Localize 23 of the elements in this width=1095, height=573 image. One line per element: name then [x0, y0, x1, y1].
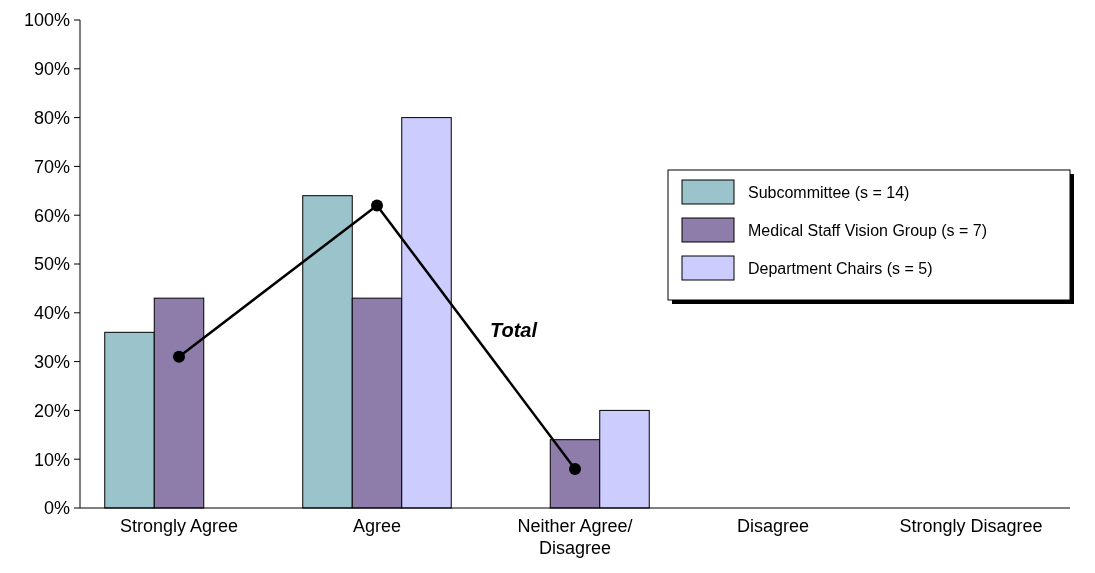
y-tick-label: 100% [23, 10, 70, 31]
y-tick-label: 40% [33, 303, 70, 324]
series-label: Total [490, 319, 538, 342]
y-tick-label: 50% [33, 254, 70, 275]
legend-label: Medical Staff Vision Group (s = 7) [748, 221, 988, 239]
legend-label: Subcommittee (s = 14) [748, 183, 910, 201]
y-tick-label: 60% [33, 205, 70, 226]
y-tick-label: 70% [33, 156, 70, 177]
y-tick-label: 0% [43, 498, 70, 519]
y-tick-label: 80% [33, 107, 70, 128]
y-tick-label: 90% [33, 59, 70, 80]
point [569, 462, 581, 475]
x-tick-label: Strongly Agree [119, 516, 239, 536]
x-tick-label: Agree [352, 516, 402, 536]
x-tick-label: Neither Agree/ Disagree [517, 516, 633, 558]
y-tick-label: 30% [33, 351, 70, 372]
point [173, 350, 185, 363]
point [371, 199, 383, 212]
y-tick-label: 20% [33, 400, 70, 421]
y-tick-label: 10% [33, 449, 70, 470]
x-tick-label: Disagree [736, 516, 810, 536]
x-tick-label: Strongly Disagree [899, 516, 1043, 536]
legend-label: Department Chairs (s = 5) [748, 259, 933, 277]
